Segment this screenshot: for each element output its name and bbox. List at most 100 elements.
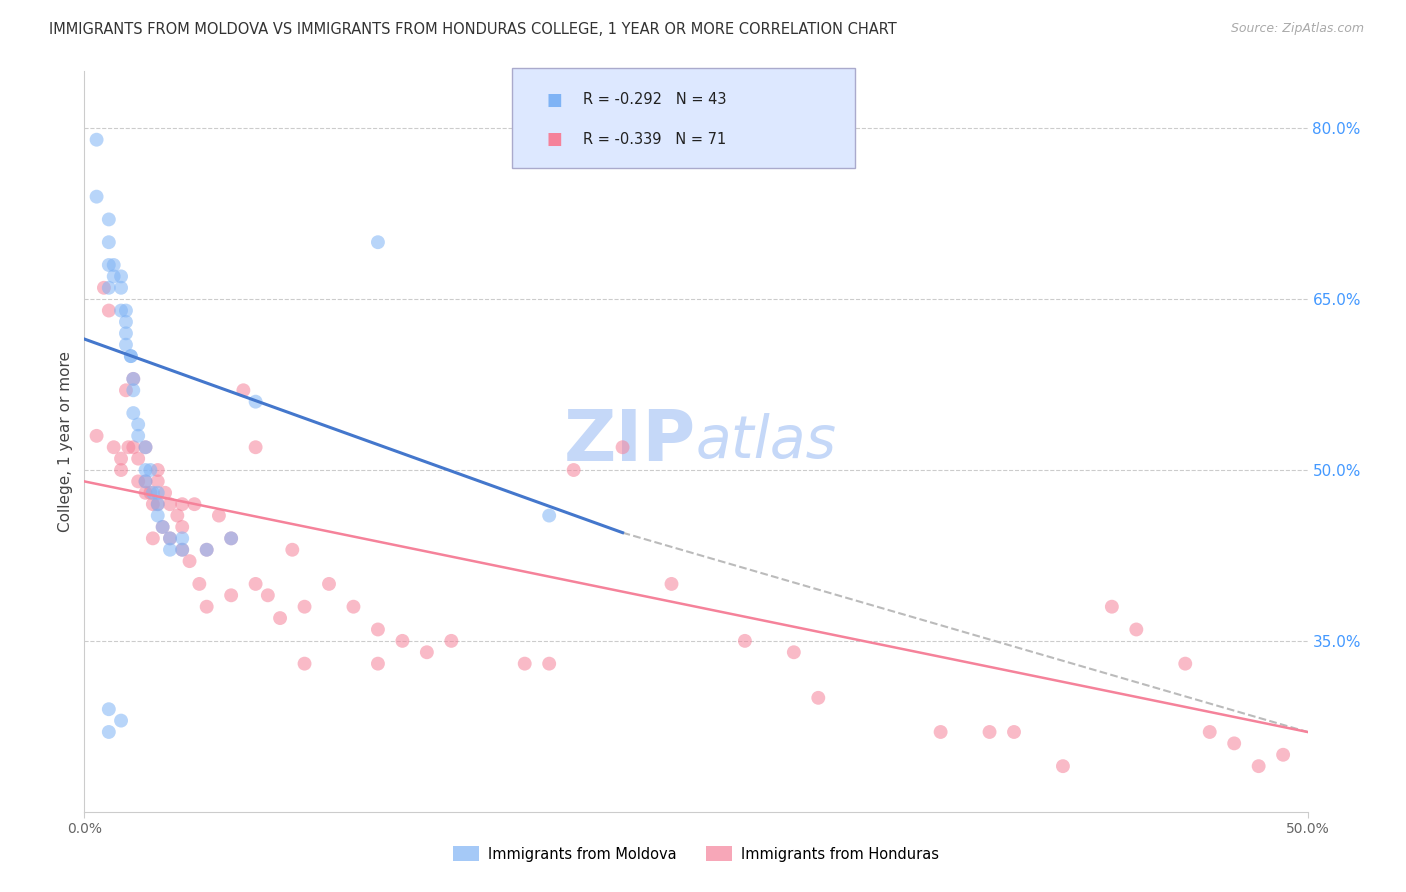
Point <box>142 532 165 546</box>
Point <box>783 645 806 659</box>
Point <box>172 520 194 534</box>
Point <box>929 725 952 739</box>
Point <box>257 588 280 602</box>
Text: IMMIGRANTS FROM MOLDOVA VS IMMIGRANTS FROM HONDURAS COLLEGE, 1 YEAR OR MORE CORR: IMMIGRANTS FROM MOLDOVA VS IMMIGRANTS FR… <box>49 22 897 37</box>
Point <box>146 497 169 511</box>
Point <box>146 497 169 511</box>
Point <box>152 520 174 534</box>
Point <box>135 440 157 454</box>
Point <box>86 189 108 203</box>
Point <box>513 657 536 671</box>
Point <box>127 475 149 489</box>
Point <box>103 269 125 284</box>
Point <box>115 337 138 351</box>
Point <box>115 303 138 318</box>
Point <box>1223 736 1246 750</box>
Point <box>127 451 149 466</box>
Point <box>219 588 242 602</box>
Point <box>195 599 218 614</box>
Point <box>1272 747 1295 762</box>
Point <box>538 508 561 523</box>
Point <box>103 258 125 272</box>
Point <box>110 714 132 728</box>
Point <box>159 542 181 557</box>
Point <box>342 599 364 614</box>
Point <box>117 440 139 454</box>
Text: ■: ■ <box>547 130 562 148</box>
Point <box>661 577 683 591</box>
Point <box>1198 725 1220 739</box>
Point <box>115 315 138 329</box>
Point <box>120 349 142 363</box>
Point <box>294 657 316 671</box>
Point <box>153 485 176 500</box>
Point <box>1101 599 1123 614</box>
Point <box>1052 759 1074 773</box>
Point <box>172 497 194 511</box>
Point <box>166 508 188 523</box>
Point <box>142 485 165 500</box>
Point <box>159 532 181 546</box>
Point <box>86 429 108 443</box>
Point <box>188 577 211 591</box>
Point <box>139 463 162 477</box>
Point <box>391 633 413 648</box>
Point <box>142 497 165 511</box>
Point <box>1125 623 1147 637</box>
Point <box>110 303 132 318</box>
Point <box>979 725 1001 739</box>
Point <box>281 542 304 557</box>
Text: R = -0.292   N = 43: R = -0.292 N = 43 <box>583 92 727 107</box>
Point <box>146 475 169 489</box>
Text: ■: ■ <box>547 90 562 109</box>
Point <box>195 542 218 557</box>
Point <box>135 475 157 489</box>
Text: ZIP: ZIP <box>564 407 696 476</box>
Point <box>245 440 267 454</box>
Point <box>1174 657 1197 671</box>
Point <box>110 269 132 284</box>
Text: R = -0.339   N = 71: R = -0.339 N = 71 <box>583 132 727 147</box>
Point <box>208 508 231 523</box>
Point <box>367 623 389 637</box>
Point <box>97 281 120 295</box>
Point <box>179 554 201 568</box>
Point <box>269 611 291 625</box>
Point <box>1002 725 1025 739</box>
Point <box>135 475 157 489</box>
Point <box>122 440 145 454</box>
Point <box>110 451 132 466</box>
Point <box>538 657 561 671</box>
Point <box>219 532 242 546</box>
Text: Source: ZipAtlas.com: Source: ZipAtlas.com <box>1230 22 1364 36</box>
Point <box>807 690 830 705</box>
Point <box>152 520 174 534</box>
Point <box>122 384 145 398</box>
Point <box>122 406 145 420</box>
Point <box>146 463 169 477</box>
Point <box>172 542 194 557</box>
Point <box>172 542 194 557</box>
Point <box>135 485 157 500</box>
Point <box>122 372 145 386</box>
Point <box>97 702 120 716</box>
Point <box>120 349 142 363</box>
Y-axis label: College, 1 year or more: College, 1 year or more <box>58 351 73 532</box>
Point <box>122 372 145 386</box>
Point <box>110 463 132 477</box>
Point <box>734 633 756 648</box>
Point <box>97 258 120 272</box>
Point <box>115 384 138 398</box>
Point <box>135 440 157 454</box>
Point <box>135 463 157 477</box>
Point <box>294 599 316 614</box>
Point <box>97 725 120 739</box>
Point <box>562 463 585 477</box>
Point <box>93 281 115 295</box>
Point <box>146 485 169 500</box>
Point <box>159 497 181 511</box>
FancyBboxPatch shape <box>513 68 855 168</box>
Point <box>195 542 218 557</box>
Point <box>139 485 162 500</box>
Point <box>103 440 125 454</box>
